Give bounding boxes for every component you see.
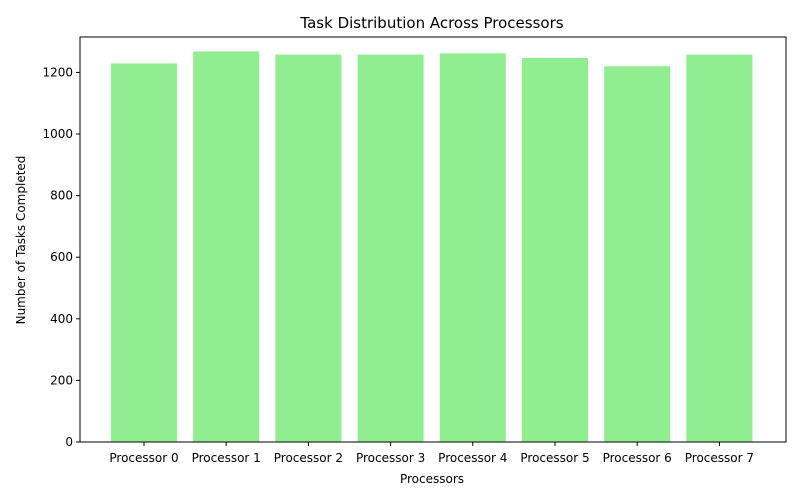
x-tick-label-3: Processor 3 [356, 451, 425, 465]
bar-4 [439, 53, 506, 443]
x-axis: Processor 0 Processor 1 Processor 2 Process… [109, 442, 754, 465]
bar-0 [111, 63, 177, 442]
y-tick-label-2: 400 [50, 312, 73, 326]
x-tick-label-6: Processor 6 [603, 451, 672, 465]
x-tick-label-0: Processor 0 [109, 451, 178, 465]
plot-border [79, 36, 787, 443]
x-tick-label-4: Processor 4 [438, 451, 507, 465]
x-tick-label-2: Processor 2 [274, 451, 343, 465]
x-tick-label-1: Processor 1 [192, 451, 261, 465]
chart-title: Task Distribution Across Processors [299, 14, 563, 32]
bar-3 [357, 54, 424, 442]
bar-2 [275, 54, 342, 442]
y-tick-label-1: 200 [50, 373, 73, 387]
bar-6 [604, 66, 671, 443]
bar-7 [686, 54, 753, 442]
y-tick-label-4: 800 [50, 189, 73, 203]
y-tick-label-6: 1200 [42, 65, 73, 79]
plot-frame [79, 36, 787, 443]
x-tick-label-5: Processor 5 [520, 451, 589, 465]
y-axis: 0 200 400 600 800 1000 1200 [42, 65, 80, 449]
x-axis-label: Processors [400, 472, 464, 486]
y-axis-label: Number of Tasks Completed [14, 156, 28, 325]
bars-group [111, 51, 753, 443]
bar-5 [522, 57, 588, 443]
x-tick-label-7: Processor 7 [685, 451, 754, 465]
y-tick-label-5: 1000 [42, 127, 73, 141]
y-tick-label-0: 0 [65, 435, 73, 449]
y-tick-label-3: 600 [50, 250, 73, 264]
bar-1 [193, 51, 260, 443]
